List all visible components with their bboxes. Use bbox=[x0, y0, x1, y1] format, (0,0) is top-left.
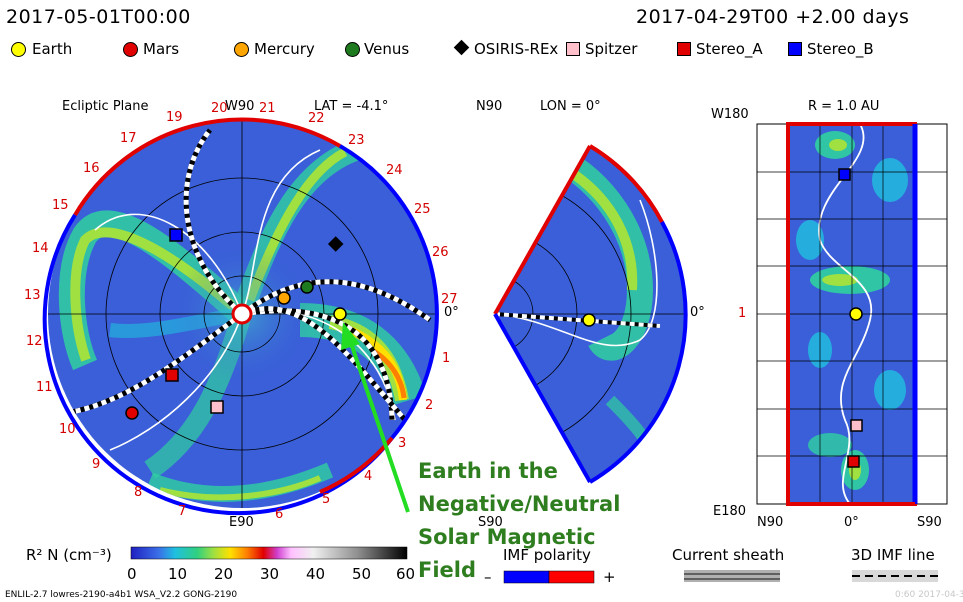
ecliptic-bottom-label: E90 bbox=[229, 515, 254, 530]
rotation-label: 22 bbox=[308, 111, 325, 126]
rotation-label: 4 bbox=[364, 469, 373, 484]
rotation-label: 21 bbox=[259, 101, 276, 116]
rotation-label: 27 bbox=[441, 292, 458, 307]
rotation-label: 20 bbox=[211, 101, 228, 116]
current-sheath-sample bbox=[684, 570, 780, 582]
stereo-a-latlon-icon bbox=[847, 455, 860, 468]
osiris-rex-ecliptic-icon bbox=[327, 236, 344, 252]
rotation-label: 14 bbox=[32, 241, 49, 256]
rotation-label: 3 bbox=[398, 436, 407, 451]
mercury-marker-icon bbox=[234, 42, 249, 57]
legend-osiris-rex: OSIRIS-REx bbox=[474, 40, 559, 58]
rotation-label: 1 bbox=[442, 351, 451, 366]
rotation-label: 23 bbox=[348, 133, 365, 148]
ecliptic-top-label: W90 bbox=[225, 99, 255, 114]
meridional-lon: LON = 0° bbox=[540, 99, 601, 114]
imf-minus-label: – bbox=[484, 568, 492, 586]
colorbar-tick: 60 bbox=[396, 565, 416, 583]
meridional-top-label: N90 bbox=[476, 99, 503, 114]
header-right-date: 2017-04-29T00 +2.00 days bbox=[636, 6, 910, 28]
earth-latlon-icon bbox=[849, 307, 863, 321]
ecliptic-plane-panel bbox=[42, 117, 439, 516]
rotation-label: 19 bbox=[166, 110, 183, 125]
rotation-label: 11 bbox=[36, 380, 53, 395]
mars-ecliptic-icon bbox=[125, 406, 139, 420]
spitzer-latlon-icon bbox=[850, 419, 863, 432]
earth-meridional-icon bbox=[582, 313, 596, 327]
earth-polarity-annotation: Earth in the Negative/Neutral Solar Magn… bbox=[418, 459, 621, 582]
footer-model: ENLIL-2.7 lowres-2190-a4b1 WSA_V2.2 GONG… bbox=[5, 590, 238, 600]
mars-marker-icon bbox=[123, 42, 138, 57]
venus-marker-icon bbox=[345, 42, 360, 57]
meridional-plane-panel bbox=[493, 144, 688, 484]
imf-polarity-bar bbox=[503, 570, 595, 584]
rotation-label: 10 bbox=[59, 422, 76, 437]
venus-ecliptic-icon bbox=[300, 280, 314, 294]
rotation-label: 13 bbox=[24, 288, 41, 303]
rotation-label: 17 bbox=[120, 131, 137, 146]
meridional-bottom-label: S90 bbox=[478, 515, 503, 530]
rotation-label: 8 bbox=[134, 485, 143, 500]
stereo-a-marker-icon bbox=[677, 42, 691, 56]
header-left-date: 2017-05-01T00:00 bbox=[6, 6, 191, 28]
colorbar-title: R² N (cm⁻³) bbox=[26, 546, 112, 564]
latlon-title: R = 1.0 AU bbox=[808, 99, 880, 114]
spitzer-marker-icon bbox=[566, 42, 580, 56]
sun-icon bbox=[231, 303, 253, 325]
colorbar-tick: 40 bbox=[306, 565, 326, 583]
rotation-label: 24 bbox=[386, 163, 403, 178]
colorbar bbox=[130, 546, 408, 560]
mercury-ecliptic-icon bbox=[277, 291, 291, 305]
rotation-label: 5 bbox=[322, 492, 331, 507]
ecliptic-title: Ecliptic Plane bbox=[62, 99, 149, 114]
imf-polarity-title: IMF polarity bbox=[503, 546, 591, 564]
rotation-label: 26 bbox=[432, 245, 449, 260]
stereo-b-ecliptic-icon bbox=[169, 228, 183, 242]
latlon-panel bbox=[756, 122, 948, 506]
latlon-bottom-left: E180 bbox=[713, 504, 747, 519]
latlon-x-label: N90 bbox=[757, 515, 784, 530]
meridional-right-label: 0° bbox=[690, 305, 705, 320]
stereo-a-ecliptic-icon bbox=[165, 368, 179, 382]
ecliptic-lat: LAT = -4.1° bbox=[314, 99, 389, 114]
rotation-label: 9 bbox=[92, 457, 101, 472]
imf-line-label: 3D IMF line bbox=[851, 546, 935, 564]
imf-plus-label: + bbox=[603, 568, 616, 586]
colorbar-tick: 30 bbox=[260, 565, 280, 583]
latlon-x-label: 0° bbox=[844, 515, 859, 530]
legend-venus: Venus bbox=[364, 40, 410, 58]
stereo-b-marker-icon bbox=[788, 42, 802, 56]
earth-ecliptic-icon bbox=[333, 307, 347, 321]
legend-mars: Mars bbox=[143, 40, 180, 58]
rotation-label: 16 bbox=[83, 161, 100, 176]
colorbar-tick: 20 bbox=[214, 565, 234, 583]
legend-mercury: Mercury bbox=[254, 40, 315, 58]
latlon-mid-left: 1 bbox=[738, 306, 747, 321]
stereo-b-latlon-icon bbox=[838, 168, 851, 181]
colorbar-tick: 50 bbox=[352, 565, 372, 583]
legend-stereo-b: Stereo_B bbox=[807, 40, 874, 58]
spitzer-ecliptic-icon bbox=[210, 400, 224, 414]
latlon-x-label: S90 bbox=[917, 515, 942, 530]
footer-faded: 0:60 2017-04-30 bbox=[895, 590, 963, 600]
current-sheath-label: Current sheath bbox=[672, 546, 785, 564]
latlon-top-left: W180 bbox=[711, 107, 749, 122]
earth-marker-icon bbox=[11, 42, 26, 57]
legend-spitzer: Spitzer bbox=[585, 40, 638, 58]
rotation-label: 7 bbox=[178, 504, 187, 519]
rotation-label: 6 bbox=[275, 507, 284, 522]
rotation-label: 25 bbox=[414, 202, 431, 217]
annotation-arrow bbox=[341, 322, 410, 513]
imf-line-sample bbox=[852, 570, 938, 582]
rotation-label: 15 bbox=[52, 198, 69, 213]
ecliptic-right-label: 0° bbox=[444, 305, 459, 320]
legend-earth: Earth bbox=[32, 40, 73, 58]
rotation-label: 12 bbox=[26, 334, 43, 349]
rotation-label: 2 bbox=[425, 398, 434, 413]
colorbar-tick: 0 bbox=[127, 565, 137, 583]
legend-stereo-a: Stereo_A bbox=[696, 40, 763, 58]
colorbar-tick: 10 bbox=[168, 565, 188, 583]
